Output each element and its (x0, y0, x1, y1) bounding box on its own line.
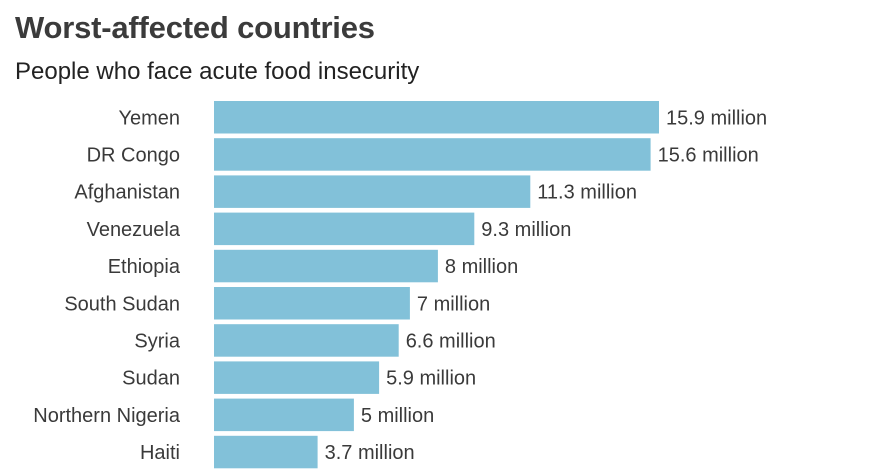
category-label: Afghanistan (74, 182, 180, 204)
value-label: 6.6 million (406, 331, 496, 353)
value-label: 8 million (445, 256, 518, 278)
bar-yemen (214, 101, 659, 134)
category-label: Northern Nigeria (33, 405, 181, 427)
bar-haiti (214, 435, 318, 469)
chart-title: Worst-affected countries (15, 10, 375, 45)
value-label: 9.3 million (481, 219, 571, 241)
category-label: Syria (134, 331, 180, 353)
bar-ethiopia (214, 249, 438, 283)
value-label: 15.9 million (666, 107, 767, 129)
category-label: Haiti (140, 442, 180, 464)
bar-venezuela (214, 212, 475, 246)
category-label: South Sudan (64, 293, 180, 315)
value-label: 5 million (361, 405, 434, 427)
category-label: DR Congo (87, 144, 180, 166)
category-label: Yemen (118, 107, 180, 129)
chart-subtitle: People who face acute food insecurity (15, 58, 420, 85)
category-label: Venezuela (87, 219, 181, 241)
value-label: 15.6 million (658, 144, 759, 166)
value-label: 3.7 million (325, 442, 415, 464)
value-label: 5.9 million (386, 368, 476, 390)
bar-northern-nigeria (214, 398, 354, 432)
value-label: 7 million (417, 293, 490, 315)
bar-south-sudan (214, 287, 410, 320)
value-label: 11.3 million (537, 182, 637, 204)
bar-syria (214, 324, 399, 357)
bar-sudan (214, 361, 380, 394)
category-label: Sudan (122, 368, 180, 390)
bar-dr-congo (214, 138, 651, 171)
bar-afghanistan (214, 175, 531, 208)
category-label: Ethiopia (108, 256, 181, 278)
